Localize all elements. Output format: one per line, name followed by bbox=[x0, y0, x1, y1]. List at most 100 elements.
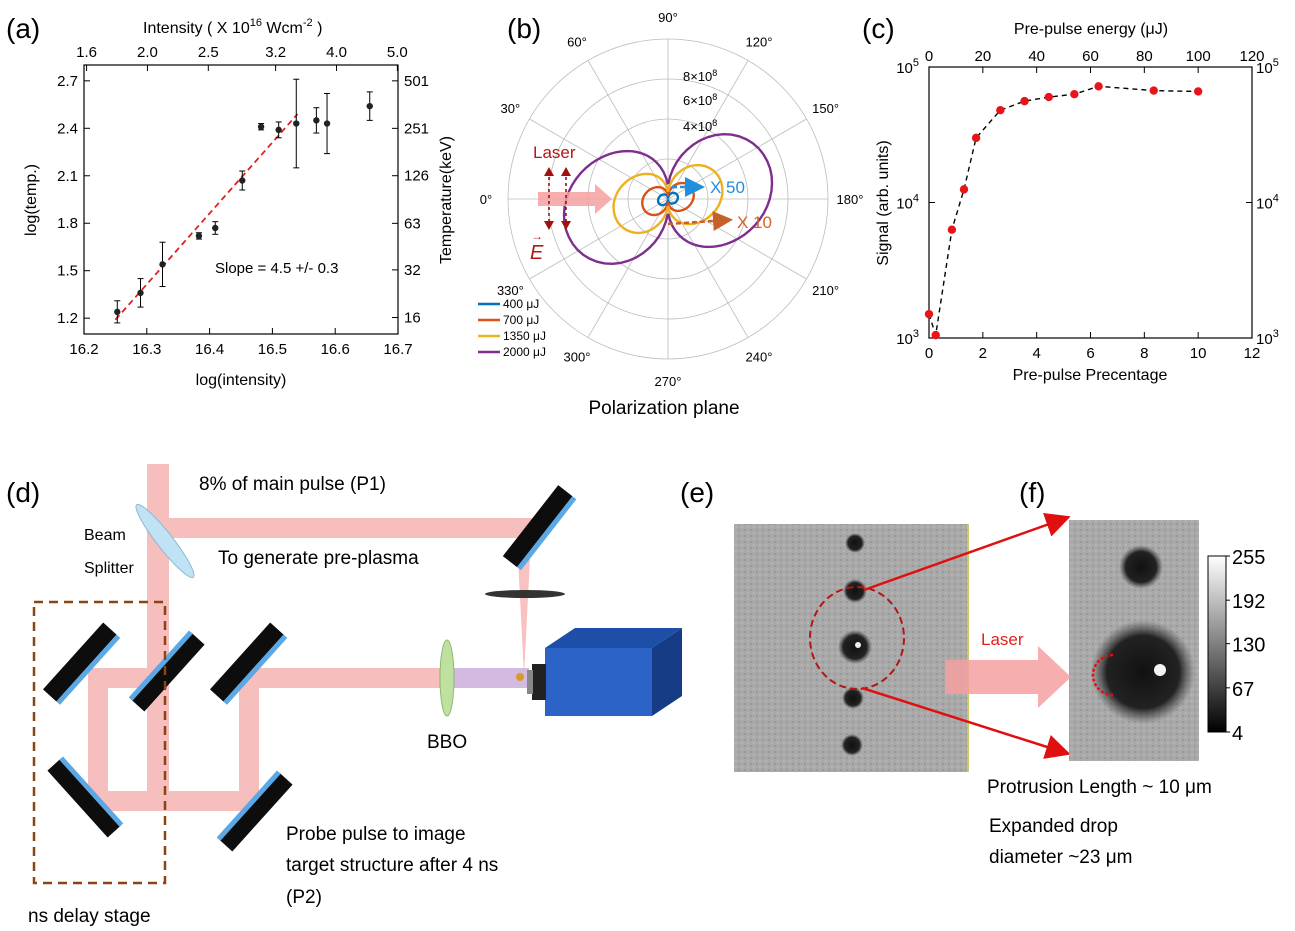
panel-b: (b) 270° 240° 210° 180° 150° 120° 90° 60° 30° 0° 3… bbox=[478, 10, 863, 419]
c-x-tick-label: 8 bbox=[1140, 345, 1148, 362]
colorbar-tick-label: 255 bbox=[1232, 547, 1265, 569]
a-data-point bbox=[137, 289, 144, 297]
protrusion-outline bbox=[1091, 653, 1114, 697]
a-x-tick-label: 16.6 bbox=[321, 341, 350, 358]
mirrors bbox=[42, 485, 577, 852]
delay-stage-label: ns delay stage bbox=[28, 906, 151, 927]
b-angle-label: 210° bbox=[812, 283, 839, 298]
a-fit-line bbox=[114, 113, 299, 321]
panel-d-label: (d) bbox=[6, 477, 40, 508]
b-angle-label: 270° bbox=[655, 374, 682, 389]
camera bbox=[527, 628, 682, 716]
c-y-tick-label: 103 bbox=[896, 328, 919, 348]
beam-splitter-label-1: Beam bbox=[84, 527, 126, 544]
panel-c-label: (c) bbox=[862, 13, 895, 44]
c-top-tick-label: 20 bbox=[974, 48, 991, 65]
b-grid-spoke bbox=[587, 198, 669, 338]
colorbar-tick-label: 4 bbox=[1232, 723, 1243, 745]
c-top-tick-label: 40 bbox=[1028, 48, 1045, 65]
panel-a: (a) Intensity ( X 1016 Wcm-2 ) 16.2 16.3 1… bbox=[6, 13, 455, 389]
laser-arrow-f bbox=[945, 646, 1071, 708]
c-series-line bbox=[928, 85, 1199, 336]
a-right-tick-label: 251 bbox=[404, 120, 429, 137]
bbo-label: BBO bbox=[427, 732, 467, 753]
c-data-point bbox=[996, 105, 1005, 115]
probe-text-2: target structure after 4 ns bbox=[286, 855, 498, 876]
c-x-tick-label: 2 bbox=[979, 345, 987, 362]
zoom-region-circle bbox=[809, 586, 905, 690]
a-y-tick-label: 1.2 bbox=[57, 310, 78, 327]
p1-text: 8% of main pulse (P1) bbox=[199, 474, 386, 495]
a-right-tick-label: 32 bbox=[404, 262, 421, 279]
panel-f-laser-label: Laser bbox=[981, 630, 1024, 649]
a-data-point bbox=[212, 224, 219, 232]
a-y-tick-label: 2.7 bbox=[57, 73, 78, 90]
panel-c-ylabel: Signal (arb. units) bbox=[875, 140, 892, 265]
panel-b-curves bbox=[562, 132, 774, 266]
probe-text-3: (P2) bbox=[286, 887, 322, 908]
x10-arrow bbox=[667, 211, 733, 231]
a-x-tick-label: 16.5 bbox=[258, 341, 287, 358]
a-right-tick-label: 501 bbox=[404, 73, 429, 90]
a-data-point bbox=[366, 102, 373, 110]
a-top-tick-label: 2.0 bbox=[137, 44, 158, 61]
a-right-tick-label: 126 bbox=[404, 168, 429, 185]
panel-a-label: (a) bbox=[6, 13, 40, 44]
efield-arrowheads bbox=[544, 167, 571, 230]
c-data-point bbox=[1044, 92, 1053, 102]
droplets bbox=[838, 533, 872, 756]
pre-plasma-beam bbox=[517, 538, 531, 676]
c-y-tick-label: 105 bbox=[896, 57, 919, 77]
b-angle-label: 0° bbox=[480, 192, 492, 207]
a-top-tick-label: 4.0 bbox=[326, 44, 347, 61]
panel-c-plot-frame bbox=[928, 66, 1253, 339]
a-x-tick-label: 16.4 bbox=[195, 341, 224, 358]
efield-vector-arrow: → bbox=[531, 229, 543, 243]
a-data-point bbox=[313, 117, 320, 124]
a-data-point bbox=[114, 308, 121, 316]
panel-a-data bbox=[114, 78, 373, 324]
b-angle-label: 60° bbox=[567, 34, 587, 49]
expanded-text-2: diameter ~23 μm bbox=[989, 847, 1132, 868]
c-data-point bbox=[1070, 89, 1079, 99]
c-data-point bbox=[1149, 86, 1158, 95]
b-curve bbox=[562, 132, 774, 266]
panel-c-top-title: Pre-pulse energy (μJ) bbox=[1014, 21, 1168, 38]
panel-f: (f) Laser 255 192 130 67 4 Protrusion Length… bbox=[945, 477, 1265, 868]
a-data-point bbox=[293, 120, 300, 127]
panel-e: (e) bbox=[680, 477, 1071, 772]
mirror-delay-1 bbox=[42, 622, 121, 705]
b-curve bbox=[656, 191, 680, 207]
zoom-arrow-bottom bbox=[861, 686, 1071, 759]
c-top-tick-label: 120 bbox=[1239, 48, 1264, 65]
b-grid-spoke bbox=[587, 60, 669, 200]
b-grid-spoke bbox=[667, 60, 749, 200]
c-x-tick-label: 4 bbox=[1032, 345, 1040, 362]
c-top-tick-label: 60 bbox=[1082, 48, 1099, 65]
delay-stage-box bbox=[32, 600, 167, 885]
panel-b-efield-label: E bbox=[530, 242, 544, 264]
b-legend-label: 1350 μJ bbox=[503, 329, 546, 343]
panel-b-label: (b) bbox=[507, 13, 541, 44]
b-radial-label: 8×108 bbox=[683, 68, 717, 84]
c-y-tick-label: 103 bbox=[1256, 328, 1279, 348]
beam-splitter-label-2: Splitter bbox=[84, 560, 134, 577]
a-top-tick-label: 3.2 bbox=[265, 44, 286, 61]
c-data-point bbox=[924, 309, 934, 319]
a-data-point bbox=[323, 120, 331, 127]
b-radial-label: 6×108 bbox=[683, 92, 717, 108]
a-x-tick-label: 16.2 bbox=[69, 341, 98, 358]
mirror-delay-3 bbox=[209, 622, 288, 705]
b-angle-label: 180° bbox=[837, 192, 864, 207]
a-data-point bbox=[239, 177, 246, 184]
panel-c-data bbox=[924, 82, 1203, 340]
a-top-tick-label: 5.0 bbox=[387, 44, 408, 61]
panel-a-top-title: Intensity ( X 1016 Wcm-2 ) bbox=[143, 17, 322, 37]
b-angle-label: 30° bbox=[501, 101, 521, 116]
c-x-tick-label: 10 bbox=[1190, 345, 1207, 362]
panel-c-xlabel: Pre-pulse Precentage bbox=[1013, 367, 1168, 384]
b-legend-label: 2000 μJ bbox=[503, 345, 546, 359]
a-data-point bbox=[275, 126, 282, 134]
